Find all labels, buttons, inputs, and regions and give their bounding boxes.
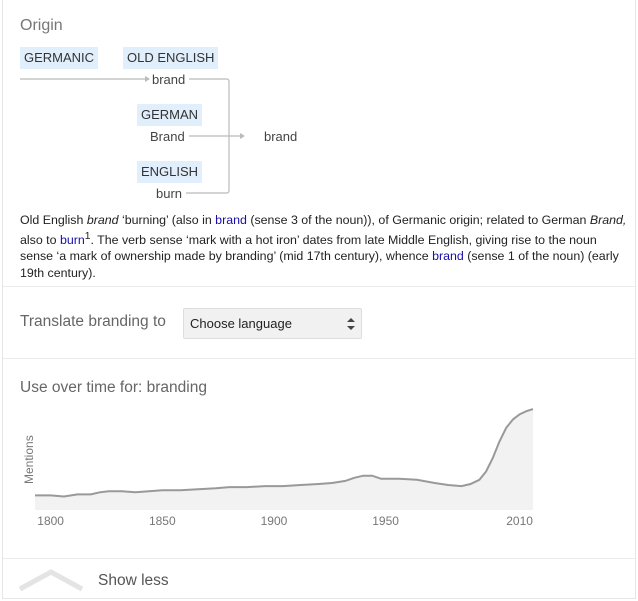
para-text: Old English [20,213,87,227]
x-tick-label: 1850 [149,514,176,528]
x-tick-label: 2010 [506,514,533,528]
para-text: (sense 3 of the noun)), of Germanic orig… [246,213,590,227]
divider [3,286,635,287]
origin-heading: Origin [20,17,63,34]
link-brand-sense-3[interactable]: brand [215,213,247,227]
word-result: brand [264,129,298,144]
link-burn[interactable]: burn [59,232,85,247]
link-brand-sense-1[interactable]: brand [432,249,464,264]
x-tick-label: 1900 [261,514,288,528]
x-tick-label: 1800 [37,514,64,528]
etymology-paragraph: Old English brand ‘burning’ (also in bra… [20,212,630,281]
etymology-diagram [20,76,245,194]
select-arrows-icon [347,318,355,330]
tag-germanic: GERMANIC [20,47,99,69]
para-emphasis: Brand, [589,213,627,227]
usage-chart: Mentions 1800 1850 1900 1950 2010 [22,408,534,528]
language-select-value: Choose language [190,316,292,331]
translate-label: Translate branding to [20,313,166,330]
x-tick-label: 1950 [372,514,399,528]
para-text: ‘burning’ (also in [118,213,216,227]
show-less-button[interactable]: Show less [98,572,169,589]
language-select[interactable]: Choose language [183,308,362,339]
tag-german: GERMAN [137,104,203,126]
para-text: also to [20,232,60,247]
superscript: 1 [84,230,91,242]
y-axis-label: Mentions [22,435,36,484]
divider [3,558,635,559]
usage-heading: Use over time for: branding [20,379,207,396]
para-text: (sense 1 of the noun) (early 19th centur… [20,249,619,280]
para-emphasis: brand [86,213,119,227]
tag-english: ENGLISH [137,161,203,183]
chevron-up-icon[interactable] [17,566,87,592]
word-old-english: brand [152,72,186,87]
usage-line [35,408,534,498]
divider [3,358,635,359]
word-german: Brand [150,129,185,144]
word-english: burn [156,186,183,201]
arrow-to-old-english [145,76,150,82]
arrow-to-result [240,133,245,139]
tag-old-english: OLD ENGLISH [123,47,219,69]
usage-area [35,409,533,510]
para-text: . The verb sense ‘mark with a hot iron’ … [20,232,597,264]
